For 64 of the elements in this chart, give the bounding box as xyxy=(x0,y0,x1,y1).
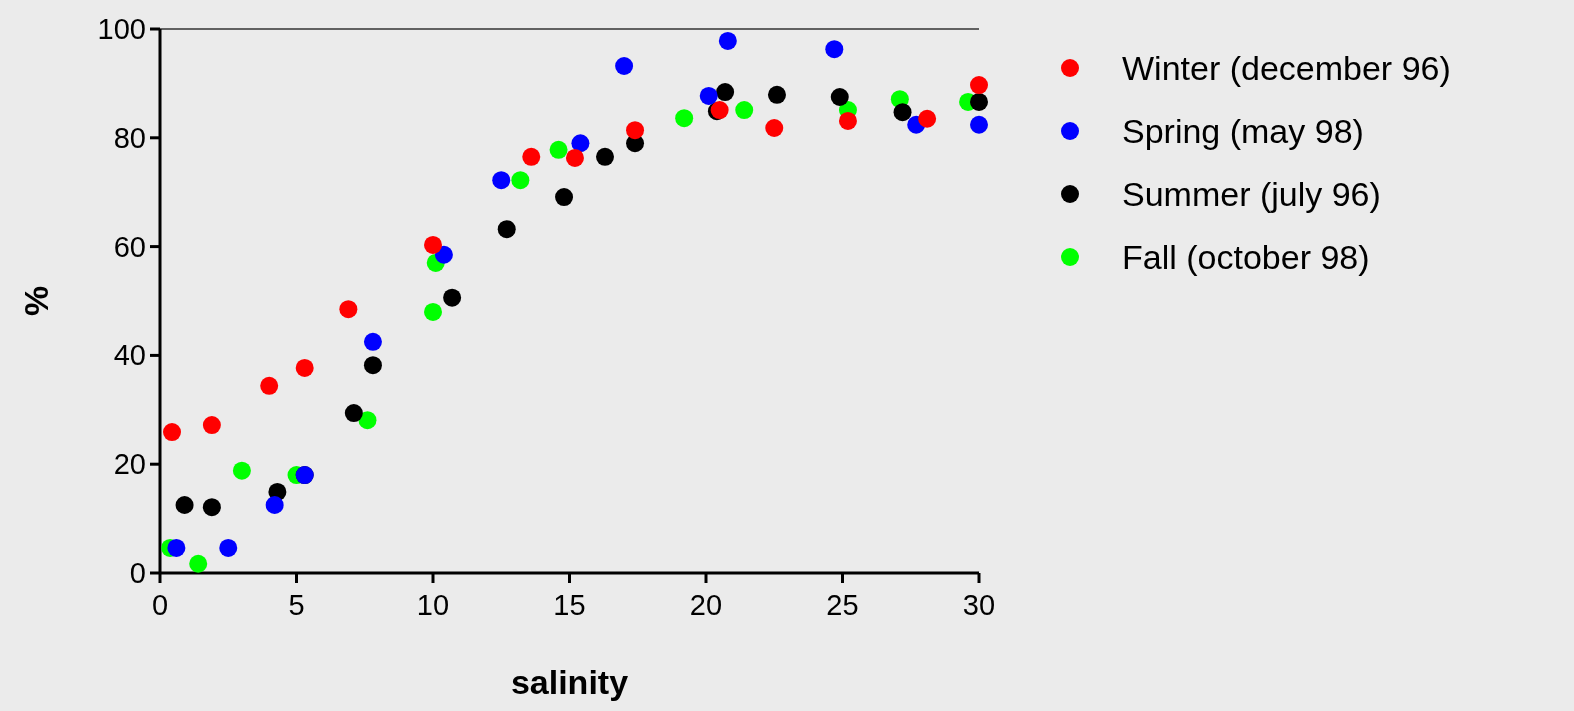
point xyxy=(295,358,314,377)
point xyxy=(765,119,784,138)
y-tick-label: 20 xyxy=(113,448,146,481)
y-tick-label: 60 xyxy=(113,230,146,263)
point xyxy=(424,235,442,254)
point xyxy=(424,302,442,321)
x-tick-label: 25 xyxy=(826,589,859,621)
point xyxy=(260,376,279,395)
point xyxy=(511,171,530,190)
point xyxy=(443,288,462,307)
y-tick-label: 0 xyxy=(129,557,146,589)
legend-label: Spring (may 98) xyxy=(1122,112,1364,150)
y-tick-label: 100 xyxy=(97,13,146,45)
point xyxy=(363,356,382,375)
point xyxy=(555,188,574,207)
point xyxy=(358,411,377,430)
point xyxy=(522,147,541,166)
point xyxy=(175,496,194,514)
point xyxy=(830,88,849,106)
point xyxy=(970,115,988,134)
point xyxy=(699,86,718,105)
y-tick-label: 40 xyxy=(113,339,146,372)
point xyxy=(344,404,363,423)
point xyxy=(219,538,238,557)
x-axis-title: salinity xyxy=(510,663,629,701)
point xyxy=(202,498,221,517)
y-axis-title: % xyxy=(17,285,55,317)
point xyxy=(339,300,358,319)
point xyxy=(893,103,912,122)
point xyxy=(549,140,568,159)
point xyxy=(492,171,511,190)
point xyxy=(718,31,737,50)
point xyxy=(167,538,186,557)
point xyxy=(838,111,857,130)
point xyxy=(265,496,284,514)
point xyxy=(565,148,584,167)
point xyxy=(825,40,844,59)
point xyxy=(918,109,937,128)
point xyxy=(626,121,645,140)
point xyxy=(970,92,988,111)
point xyxy=(735,101,754,120)
point xyxy=(595,147,614,166)
legend-label: Fall (october 98) xyxy=(1122,238,1370,276)
point xyxy=(202,416,221,435)
x-tick-label: 0 xyxy=(151,589,169,621)
point xyxy=(767,85,786,104)
point xyxy=(571,134,590,153)
y-tick-label: 80 xyxy=(113,121,146,154)
point xyxy=(189,554,208,573)
x-tick-label: 30 xyxy=(962,589,996,621)
point xyxy=(232,461,251,480)
x-tick-label: 15 xyxy=(553,589,586,621)
point xyxy=(497,220,516,239)
legend-label: Summer (july 96) xyxy=(1122,175,1381,213)
point xyxy=(163,423,182,442)
point xyxy=(716,83,735,102)
point xyxy=(675,109,694,128)
point xyxy=(970,76,988,95)
point xyxy=(615,56,634,75)
legend-label: Winter (december 96) xyxy=(1122,49,1451,87)
point xyxy=(363,332,382,351)
x-tick-label: 20 xyxy=(689,589,723,621)
x-tick-label: 5 xyxy=(288,589,305,621)
x-tick-label: 10 xyxy=(416,589,450,621)
